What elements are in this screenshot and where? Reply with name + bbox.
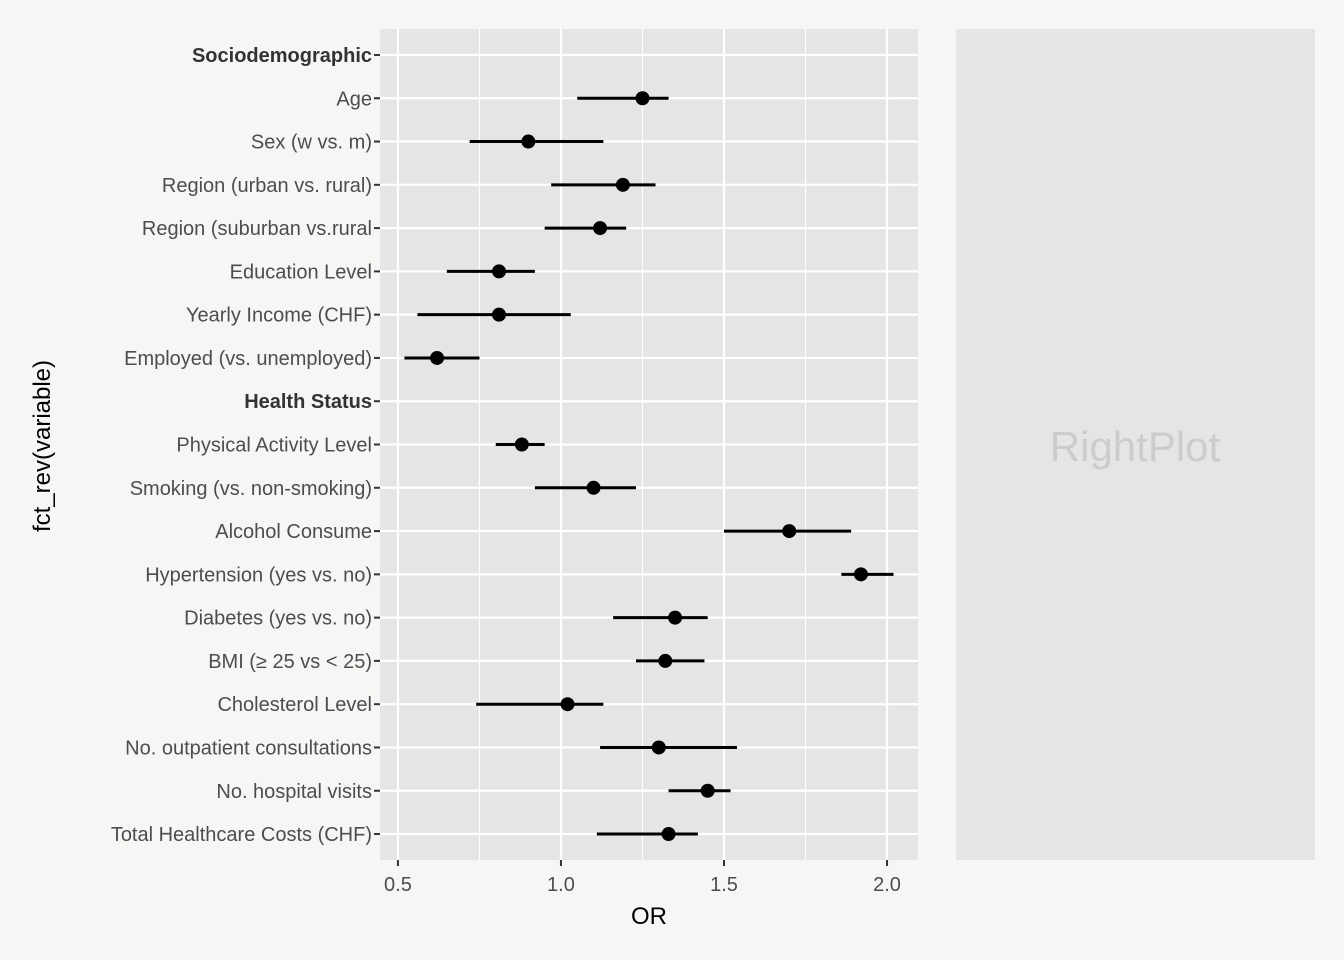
section-header-label: Health Status (244, 391, 372, 413)
or-point (521, 134, 536, 149)
y-tick-label: Diabetes (yes vs. no) (184, 608, 372, 630)
right-plot-placeholder: RightPlot (1050, 423, 1221, 470)
y-tick-label: Total Healthcare Costs (CHF) (111, 824, 372, 846)
x-axis: 0.5 1.0 1.5 2.0 (384, 860, 901, 896)
y-tick-label: Age (336, 88, 372, 110)
y-tick-label: No. hospital visits (216, 781, 372, 803)
right-plot-panel (956, 29, 1315, 860)
or-point (492, 264, 507, 279)
x-tick-label: 0.5 (384, 874, 412, 896)
y-tick-label: Smoking (vs. non-smoking) (130, 478, 372, 500)
y-tick-label: Physical Activity Level (176, 435, 372, 457)
or-point (668, 610, 683, 625)
or-point (560, 697, 575, 712)
x-tick-label: 2.0 (873, 874, 901, 896)
or-point (615, 177, 630, 192)
or-point (430, 350, 445, 365)
y-tick-label: Alcohol Consume (215, 521, 372, 543)
y-tick-label: Region (urban vs. rural) (162, 175, 372, 197)
or-point (782, 524, 797, 539)
or-point (586, 480, 601, 495)
x-tick-label: 1.5 (710, 874, 738, 896)
y-tick-label: Region (suburban vs.rural (142, 218, 372, 240)
or-point (658, 653, 673, 668)
or-point (593, 221, 608, 236)
x-axis-title: OR (631, 903, 667, 930)
x-tick-label: 1.0 (547, 874, 575, 896)
y-tick-label: No. outpatient consultations (125, 737, 372, 759)
y-tick-label: Yearly Income (CHF) (186, 305, 372, 327)
or-point (651, 740, 666, 755)
y-tick-label: Cholesterol Level (217, 694, 372, 716)
y-tick-label: Education Level (230, 261, 372, 283)
or-point (700, 783, 715, 798)
y-axis: Sociodemographic Age Sex (w vs. m) Region (… (111, 45, 380, 846)
or-point (661, 827, 676, 842)
y-axis-title: fct_rev(variable) (29, 360, 56, 532)
y-tick-label: Sex (w vs. m) (251, 132, 372, 154)
or-point (853, 567, 868, 582)
or-point (514, 437, 529, 452)
marks-layer (404, 91, 894, 842)
section-header-label: Sociodemographic (192, 45, 372, 67)
y-tick-label: Hypertension (yes vs. no) (145, 564, 372, 586)
or-point (635, 91, 650, 106)
y-tick-label: Employed (vs. unemployed) (124, 348, 372, 370)
y-tick-label: BMI (≥ 25 vs < 25) (208, 651, 372, 673)
or-point (492, 307, 507, 322)
